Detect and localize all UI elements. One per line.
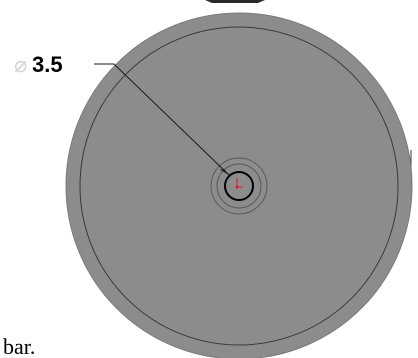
center-hole[interactable] [224, 171, 254, 201]
caption-fragment: bar. [3, 334, 35, 358]
diameter-symbol: ⌀ [14, 53, 27, 78]
hub-inner-ring[interactable] [216, 163, 262, 209]
top-edge-fragment [205, 0, 265, 3]
origin-marker-icon [235, 178, 243, 189]
hub-outer-ring[interactable] [210, 157, 268, 215]
dimension-arrowhead [219, 167, 229, 175]
dimension-leader-line [94, 63, 230, 176]
diameter-dimension-value[interactable]: 3.5 [32, 52, 63, 77]
outer-disc[interactable] [65, 12, 413, 358]
inner-edge-circle[interactable] [79, 26, 399, 346]
